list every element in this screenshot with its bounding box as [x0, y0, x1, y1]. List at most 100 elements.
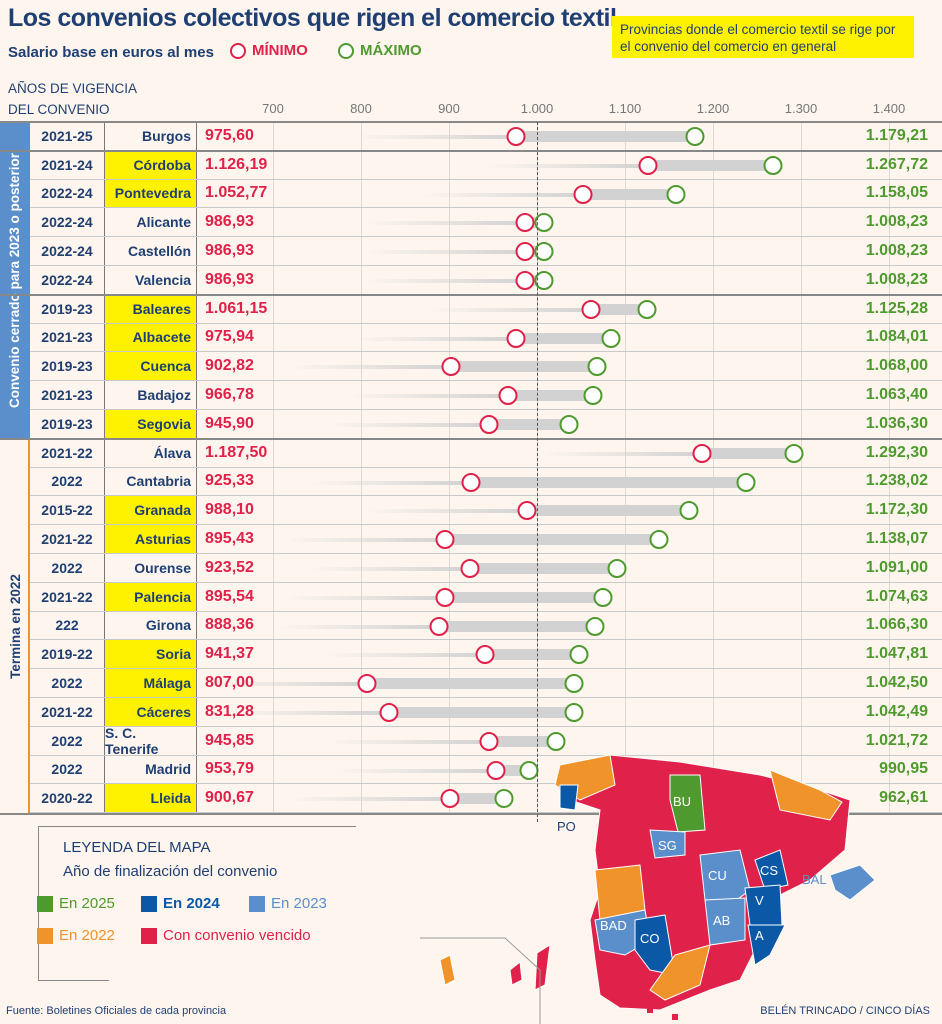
min-marker: [357, 674, 377, 694]
province-cell: Córdoba: [105, 150, 197, 179]
min-value: 888,36: [205, 616, 254, 634]
table-row: 2022 Madrid 953,79 990,95: [30, 755, 942, 785]
min-value: 923,52: [205, 558, 254, 576]
years-cell: 2022-24: [30, 237, 105, 265]
min-value: 1.052,77: [205, 184, 268, 202]
gridline: [361, 122, 362, 814]
min-marker: [435, 530, 455, 550]
province-cell: Girona: [105, 611, 197, 640]
province-cell: Palencia: [105, 582, 197, 611]
min-marker: [441, 357, 461, 377]
group-label-2023: Convenio cerrado para 2023 o posterior: [0, 122, 30, 438]
min-value: 941,37: [205, 645, 254, 663]
chart-subtitle: Salario base en euros al mes: [8, 44, 214, 61]
max-marker: [679, 501, 699, 521]
legend-max-label: MÁXIMO: [360, 42, 422, 59]
author-credit: BELÉN TRINCADO / CINCO DÍAS: [760, 1005, 930, 1017]
province-cell: Lleida: [105, 784, 197, 813]
map-label-cs: CS: [760, 863, 778, 878]
min-value: 900,67: [205, 789, 254, 807]
table-row: 2019-23 Baleares 1.061,15 1.125,28: [30, 294, 942, 324]
map-label-v: V: [755, 893, 764, 908]
province-cell: Baleares: [105, 294, 197, 323]
years-cell: 2021-22: [30, 582, 105, 611]
fade-line: [366, 509, 527, 514]
province-cell: Castellón: [105, 237, 197, 265]
years-cell: 2015-22: [30, 496, 105, 525]
group-band-2023: [0, 122, 30, 438]
table-row: 2021-24 Córdoba 1.126,19 1.267,72: [30, 150, 942, 180]
fade-line: [291, 365, 452, 370]
min-marker: [506, 127, 526, 146]
min-marker: [486, 760, 506, 780]
map-region-segovia: [649, 829, 686, 859]
table-row: 2019-23 Cuenca 902,82 1.068,00: [30, 352, 942, 382]
range-bar: [444, 534, 659, 546]
years-cell: 2021-23: [30, 381, 105, 409]
table-row: 2022-24 Pontevedra 1.052,77 1.158,05: [30, 179, 942, 209]
min-value: 975,94: [205, 328, 254, 346]
years-cell: 2021-22: [30, 438, 105, 467]
years-header: AÑOS DE VIGENCIA DEL CONVENIO: [8, 78, 137, 120]
min-value: 831,28: [205, 702, 254, 720]
range-bar: [438, 620, 596, 632]
group-line-2022: [28, 438, 30, 814]
map-region-fuerteventura: [534, 944, 551, 991]
gridline: [801, 122, 802, 814]
max-value: 1.047,81: [865, 645, 928, 663]
x-tick-label: 1.000: [520, 101, 554, 116]
province-cell: Málaga: [105, 669, 197, 697]
reference-line-1000: [537, 122, 538, 822]
fade-line: [289, 797, 450, 802]
max-marker: [583, 386, 603, 406]
group-separator: [0, 437, 942, 440]
max-value: 1.008,23: [865, 270, 928, 288]
years-cell: 2019-23: [30, 294, 105, 323]
max-value: 1.238,02: [865, 472, 928, 490]
map-legend-item-2025: En 2025: [37, 895, 115, 912]
max-marker: [587, 357, 607, 377]
map-region-baleares: [829, 864, 876, 901]
range-bar: [485, 649, 580, 661]
min-marker: [435, 587, 455, 607]
min-value: 986,93: [205, 270, 254, 288]
table-row: 2022 S. C. Tenerife 945,85 1.021,72: [30, 725, 942, 757]
max-value: 1.292,30: [865, 443, 928, 461]
min-value: 945,90: [205, 414, 254, 432]
map-melilla: [672, 1014, 678, 1020]
province-cell: Cuenca: [105, 352, 197, 381]
fade-line: [355, 135, 516, 139]
map-legend-subtitle: Año de finalización del convenio: [63, 863, 278, 880]
x-tick-label: 700: [262, 101, 284, 116]
province-cell: Pontevedra: [105, 179, 197, 208]
range-bar: [445, 591, 603, 603]
map-legend-title: LEYENDA DEL MAPA: [63, 839, 211, 856]
group-separator: [0, 149, 942, 152]
table-row: 2020-22 Lleida 900,67 962,61: [30, 784, 942, 814]
max-marker: [494, 789, 514, 809]
range-bar: [449, 793, 505, 805]
max-marker: [564, 674, 584, 694]
table-row: 2021-22 Cáceres 831,28 1.042,49: [30, 698, 942, 727]
min-marker: [517, 501, 537, 521]
table-row: 2022-24 Castellón 986,93 1.008,23: [30, 237, 942, 266]
table-row: 2021-22 Palencia 895,54 1.074,63: [30, 582, 942, 612]
table-row: 2021-23 Albacete 975,94 1.084,01: [30, 323, 942, 353]
gridline: [713, 122, 714, 814]
min-value: 988,10: [205, 501, 254, 519]
max-value: 1.066,30: [865, 616, 928, 634]
years-cell: 2022: [30, 755, 105, 784]
x-tick-label: 1.400: [872, 101, 906, 116]
max-marker: [601, 328, 621, 348]
map-legend: LEYENDA DEL MAPA Año de finalización del…: [37, 826, 356, 981]
min-value: 1.061,15: [205, 299, 268, 317]
table-row: 2022 Cantabria 925,33 1.238,02: [30, 467, 942, 497]
years-cell: 2022: [30, 467, 105, 496]
gridline: [625, 122, 626, 814]
province-cell: Badajoz: [105, 381, 197, 409]
province-cell: Asturias: [105, 525, 197, 553]
min-value: 807,00: [205, 674, 254, 692]
years-cell: 222: [30, 611, 105, 640]
table-row: 2022-24 Alicante 986,93 1.008,23: [30, 208, 942, 238]
fade-line: [423, 192, 584, 197]
